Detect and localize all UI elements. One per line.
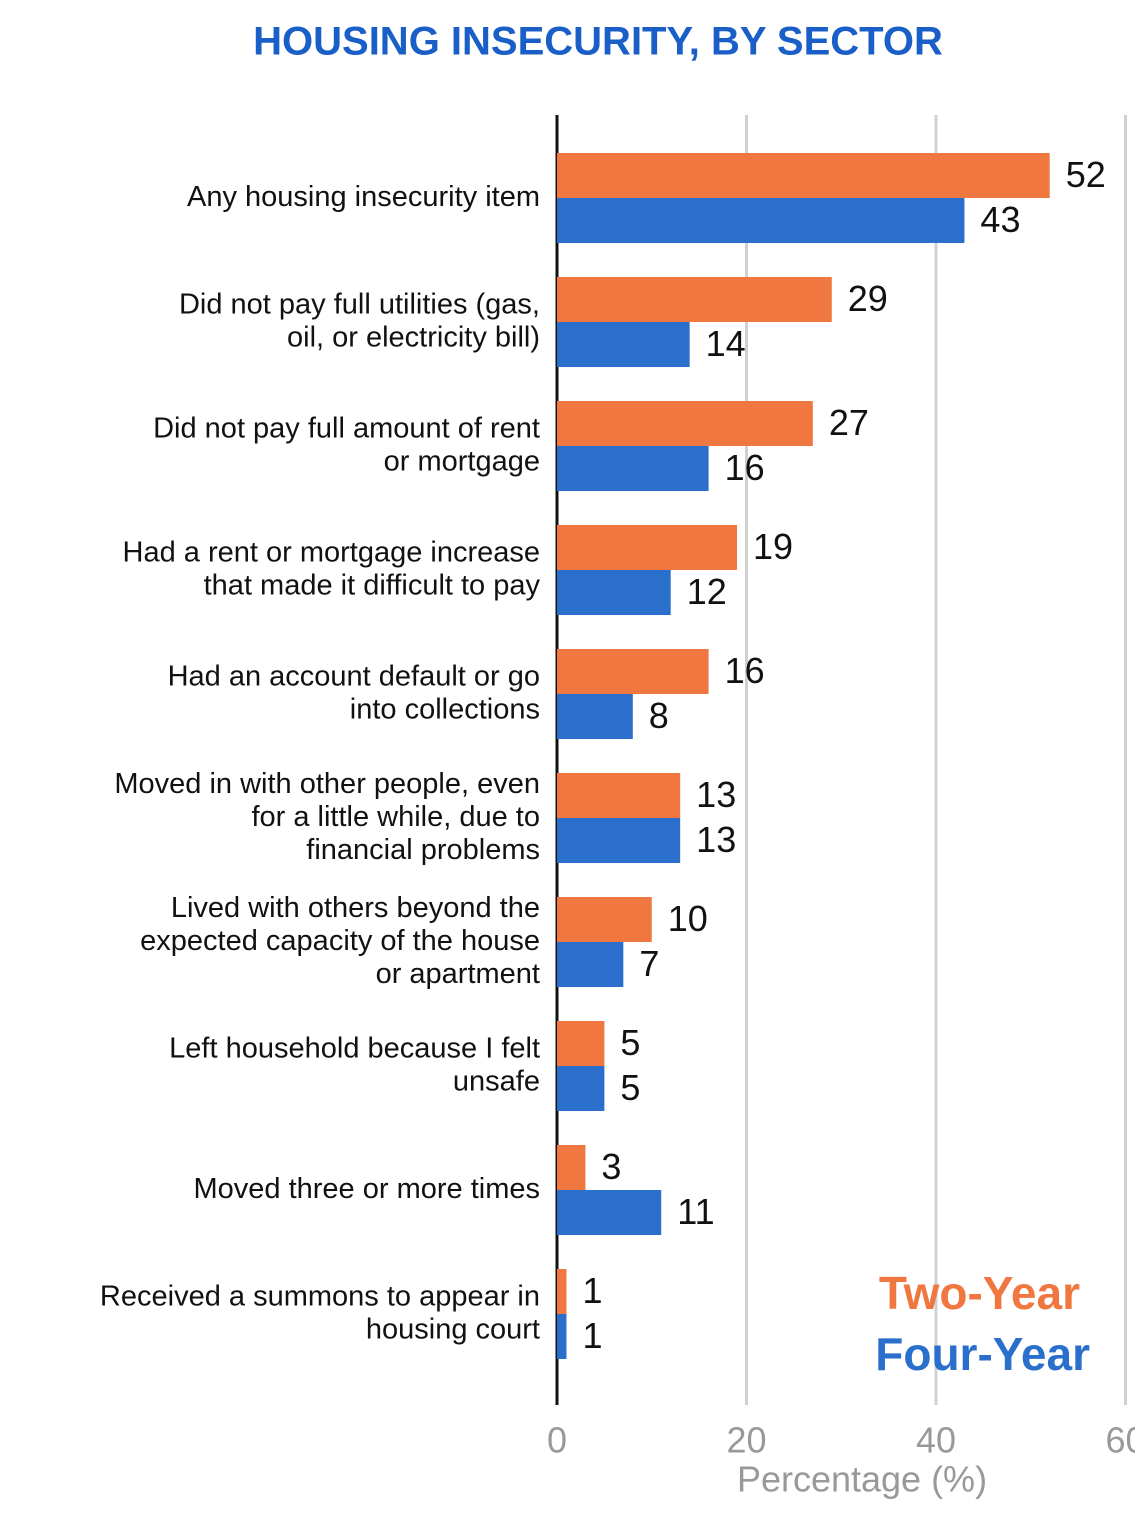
bar (557, 570, 671, 615)
bar (557, 1021, 605, 1066)
bar (557, 649, 709, 694)
bar (557, 198, 965, 243)
bar (557, 897, 652, 942)
value-label: 11 (677, 1191, 714, 1232)
value-label: 5 (620, 1022, 640, 1063)
x-tick-label: 60 (1105, 1420, 1135, 1461)
value-label: 1 (582, 1270, 602, 1311)
y-tick-label: Moved three or more times (193, 1173, 540, 1205)
value-label: 29 (848, 278, 888, 319)
value-label: 16 (725, 650, 765, 691)
chart-title: HOUSING INSECURITY, BY SECTOR (253, 20, 943, 64)
bar (557, 1145, 586, 1190)
value-label: 14 (706, 323, 746, 364)
y-tick-label: Did not pay full amount of rent or mortga… (153, 412, 540, 477)
bar (557, 942, 624, 987)
bar (557, 525, 738, 570)
bar (557, 694, 633, 739)
value-label: 16 (725, 447, 765, 488)
x-axis-label: Percentage (%) (737, 1459, 987, 1500)
value-label: 27 (829, 402, 869, 443)
y-tick-label: Had a rent or mortgage increase that made… (123, 536, 541, 601)
bar (557, 153, 1050, 198)
value-label: 52 (1066, 154, 1106, 195)
bar (557, 446, 709, 491)
value-label: 43 (980, 199, 1020, 240)
y-tick-label: Moved in with other people, even for a li… (114, 768, 540, 866)
bar (557, 773, 681, 818)
bar (557, 1269, 567, 1314)
value-label: 3 (601, 1146, 621, 1187)
value-label: 13 (696, 774, 736, 815)
bar (557, 1314, 567, 1359)
y-tick-label: Did not pay full utilities (gas, oil, or … (179, 288, 540, 353)
value-label: 10 (668, 898, 708, 939)
bar (557, 277, 832, 322)
y-tick-label: Any housing insecurity item (187, 181, 540, 213)
bar (557, 818, 681, 863)
y-tick-label: Received a summons to appear in housing c… (100, 1280, 540, 1345)
value-label: 7 (639, 943, 659, 984)
value-label: 5 (620, 1067, 640, 1108)
bar (557, 1190, 662, 1235)
bar (557, 401, 813, 446)
value-label: 8 (649, 695, 669, 736)
x-tick-label: 0 (547, 1420, 567, 1461)
legend-label: Four-Year (875, 1328, 1090, 1380)
y-tick-label: Had an account default or go into collect… (168, 660, 540, 725)
bar (557, 322, 690, 367)
x-tick-label: 40 (916, 1420, 956, 1461)
value-label: 13 (696, 819, 736, 860)
value-label: 1 (582, 1315, 602, 1356)
bar (557, 1066, 605, 1111)
y-tick-label: Lived with others beyond the expected cap… (140, 892, 540, 990)
value-label: 12 (687, 571, 727, 612)
y-tick-label: Left household because I felt unsafe (169, 1032, 540, 1097)
value-label: 19 (753, 526, 793, 567)
x-tick-label: 20 (726, 1420, 766, 1461)
legend-label: Two-Year (879, 1267, 1080, 1319)
